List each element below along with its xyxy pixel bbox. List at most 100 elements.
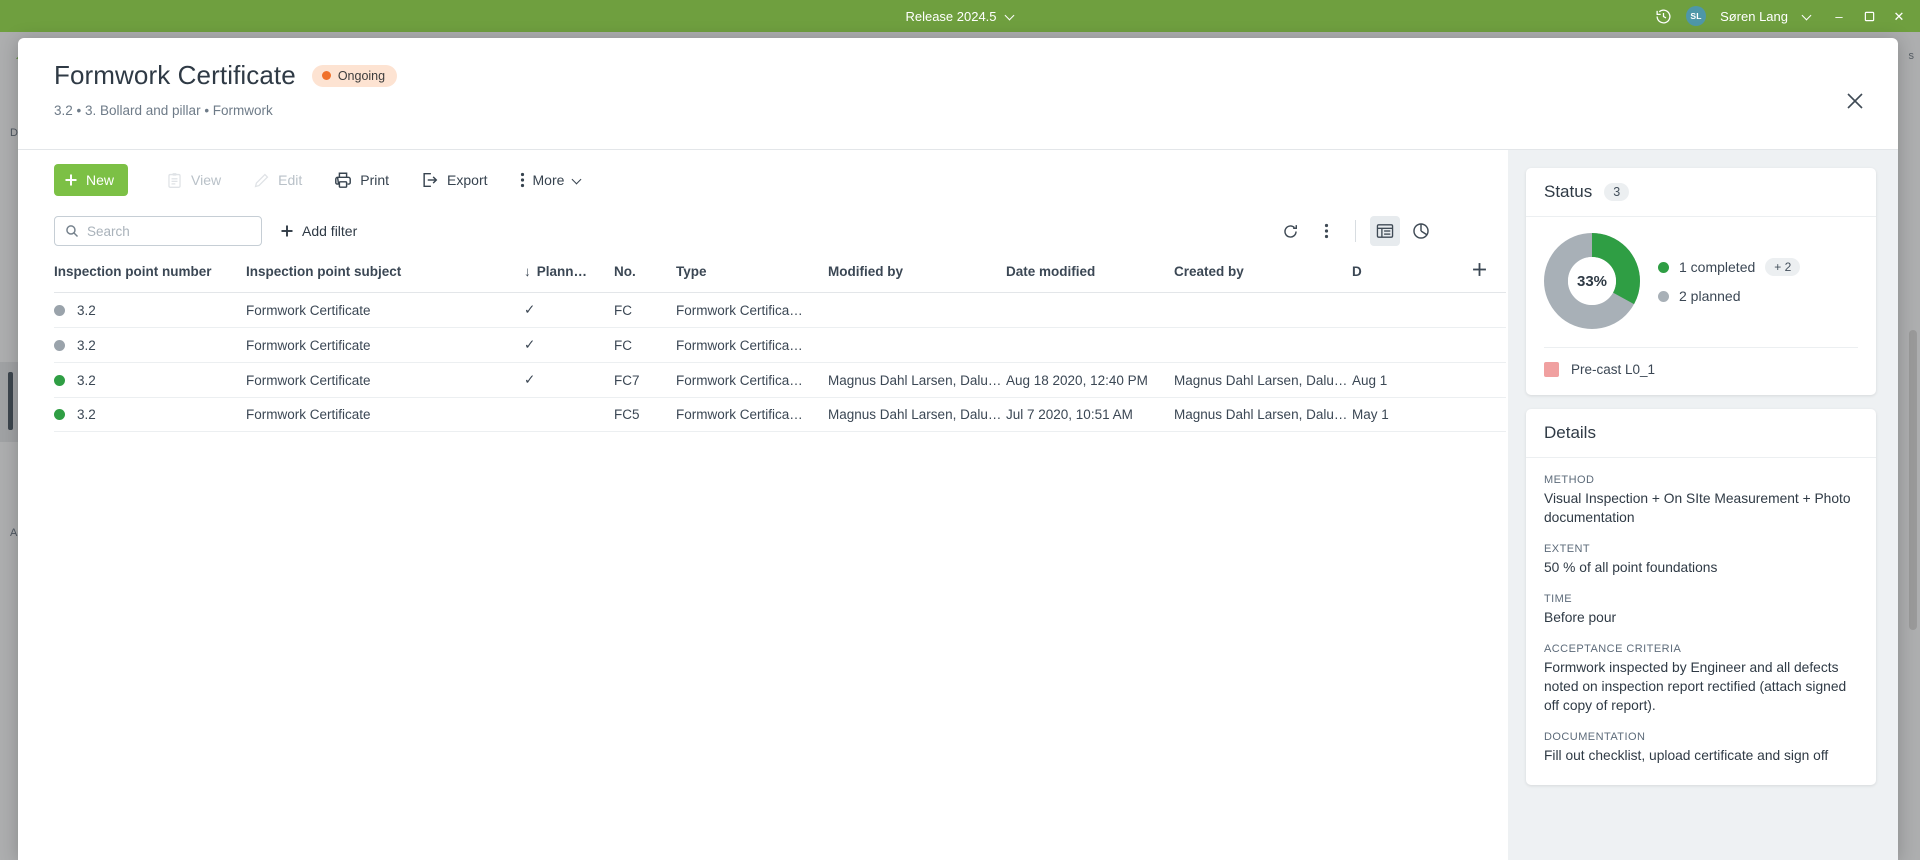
cell-spacer: [1472, 327, 1506, 363]
cell-date-created: [1352, 327, 1472, 363]
plus-icon: [65, 174, 77, 186]
row-status-dot-icon: [54, 339, 65, 351]
cell-date-created: May 1: [1352, 397, 1472, 432]
cell-type: Formwork Certifica…: [676, 362, 828, 398]
status-badge-label: Ongoing: [337, 68, 386, 83]
cell-inspection-point-number: 3.2: [54, 292, 246, 328]
detail-field-method: METHOD Visual Inspection + On SIte Measu…: [1544, 474, 1858, 527]
background-rail-item-a: A: [10, 527, 18, 539]
detail-value-acceptance-criteria: Formwork inspected by Engineer and all d…: [1544, 660, 1847, 714]
swatch-label: Pre-cast L0_1: [1571, 362, 1656, 377]
sort-arrow-icon: ↓: [524, 263, 531, 279]
add-column-button[interactable]: [1472, 256, 1506, 293]
more-button[interactable]: More: [508, 164, 595, 196]
column-header-date-created[interactable]: D: [1352, 256, 1472, 293]
detail-field-documentation: DOCUMENTATION Fill out checklist, upload…: [1544, 731, 1858, 765]
table-body: 3.2 Formwork Certificate ✓ FC Formwork C…: [54, 292, 1506, 432]
close-window-button[interactable]: ✕: [1893, 8, 1905, 24]
printer-icon: [335, 172, 352, 188]
status-card-body: 33% 1 completed + 2 2 planned: [1526, 217, 1876, 329]
status-count-badge: 3: [1604, 183, 1630, 201]
avatar[interactable]: SL: [1686, 6, 1707, 26]
column-header-date-modified[interactable]: Date modified: [1006, 256, 1174, 293]
cell-date-modified: Jul 7 2020, 10:51 AM: [1006, 397, 1174, 432]
column-header-created-by[interactable]: Created by: [1174, 256, 1352, 293]
cell-no: FC: [614, 292, 676, 328]
cell-date-modified: [1006, 292, 1174, 328]
export-button[interactable]: Export: [409, 164, 499, 196]
new-button[interactable]: New: [54, 164, 129, 196]
pie-chart-view-icon[interactable]: [1406, 216, 1436, 246]
view-button-label: View: [191, 172, 222, 188]
status-badge: Ongoing: [311, 64, 398, 87]
cell-no: FC5: [614, 397, 676, 432]
table-row[interactable]: 3.2 Formwork Certificate ✓ FC7 Formwork …: [54, 362, 1506, 398]
row-status-dot-icon: [54, 374, 65, 386]
column-header-type[interactable]: Type: [676, 256, 828, 293]
refresh-icon[interactable]: [1275, 216, 1305, 246]
close-icon[interactable]: [1840, 86, 1870, 116]
print-button-label: Print: [360, 172, 390, 188]
view-button[interactable]: View: [154, 164, 233, 196]
cell-inspection-point-number: 3.2: [54, 362, 246, 398]
background-scrollbar[interactable]: [1909, 330, 1917, 630]
release-selector[interactable]: Release 2024.5: [0, 0, 1920, 32]
search-input[interactable]: [87, 223, 237, 239]
user-chevron-down-icon[interactable]: [1802, 11, 1812, 21]
detail-label-time: TIME: [1544, 593, 1573, 606]
table-row[interactable]: 3.2 Formwork Certificate FC5 Formwork Ce…: [54, 397, 1506, 432]
status-card: Status 3 33%: [1526, 168, 1876, 395]
cell-subject: Formwork Certificate: [246, 327, 524, 363]
user-name-label[interactable]: Søren Lang: [1720, 8, 1788, 24]
status-swatch-row: Pre-cast L0_1: [1526, 348, 1876, 395]
inspection-points-table: Inspection point number Inspection point…: [54, 256, 1506, 432]
grid-more-vertical-icon[interactable]: [1311, 216, 1341, 246]
legend-extra-badge: + 2: [1765, 258, 1801, 276]
dialog-body: New View: [18, 150, 1898, 860]
row-status-dot-icon: [54, 409, 65, 420]
grid-toolbar: [1275, 216, 1436, 246]
cell-planned: ✓: [524, 327, 614, 363]
export-button-label: Export: [447, 172, 488, 188]
right-sidebar: Status 3 33%: [1508, 150, 1898, 860]
cell-modified-by: [828, 292, 1006, 328]
column-header-no[interactable]: No.: [614, 256, 676, 293]
cell-no: FC7: [614, 362, 676, 398]
cell-inspection-point-number: 3.2: [54, 397, 246, 432]
detail-field-time: TIME Before pour: [1544, 593, 1858, 627]
inspection-points-table-wrap: Inspection point number Inspection point…: [18, 256, 1508, 432]
edit-button[interactable]: Edit: [241, 164, 314, 196]
cell-created-by: Magnus Dahl Larsen, Dalux ApS: [1174, 362, 1352, 398]
detail-field-acceptance-criteria: ACCEPTANCE CRITERIA Formwork inspected b…: [1544, 643, 1858, 715]
column-header-inspection-point-subject[interactable]: Inspection point subject: [246, 256, 524, 293]
print-button[interactable]: Print: [322, 164, 401, 196]
column-header-inspection-point-number[interactable]: Inspection point number: [54, 256, 246, 293]
table-view-icon[interactable]: [1370, 216, 1400, 246]
table-row[interactable]: 3.2 Formwork Certificate ✓ FC Formwork C…: [54, 327, 1506, 363]
cell-spacer: [1472, 292, 1506, 328]
new-button-label: New: [86, 172, 115, 188]
row-number-label: 3.2: [77, 407, 96, 422]
clipboard-icon: [168, 172, 181, 188]
column-header-modified-by[interactable]: Modified by: [828, 256, 1006, 293]
cell-date-modified: Aug 18 2020, 12:40 PM: [1006, 362, 1174, 398]
search-box[interactable]: [54, 216, 262, 246]
breadcrumb: 3.2 • 3. Bollard and pillar • Formwork: [54, 103, 273, 118]
table-row[interactable]: 3.2 Formwork Certificate ✓ FC Formwork C…: [54, 292, 1506, 328]
history-icon[interactable]: [1654, 7, 1672, 25]
search-and-filter-row: Add filter: [18, 210, 1508, 256]
detail-value-documentation: Fill out checklist, upload certificate a…: [1544, 748, 1829, 764]
column-header-planned[interactable]: ↓ Plann…: [524, 256, 614, 293]
action-toolbar: New View: [18, 150, 1508, 210]
detail-label-acceptance-criteria: ACCEPTANCE CRITERIA: [1544, 643, 1682, 656]
restore-button[interactable]: [1862, 9, 1876, 23]
table-head: Inspection point number Inspection point…: [54, 256, 1506, 293]
minimize-button[interactable]: –: [1835, 8, 1843, 24]
add-filter-button[interactable]: Add filter: [280, 223, 357, 239]
plus-icon: [281, 225, 293, 237]
cell-created-by: Magnus Dahl Larsen, Dalux ApS: [1174, 397, 1352, 432]
legend-dot-planned-icon: [1658, 290, 1669, 302]
row-number-label: 3.2: [77, 337, 96, 353]
chevron-down-icon: [1005, 11, 1015, 21]
grid-toolbar-divider: [1355, 220, 1356, 242]
